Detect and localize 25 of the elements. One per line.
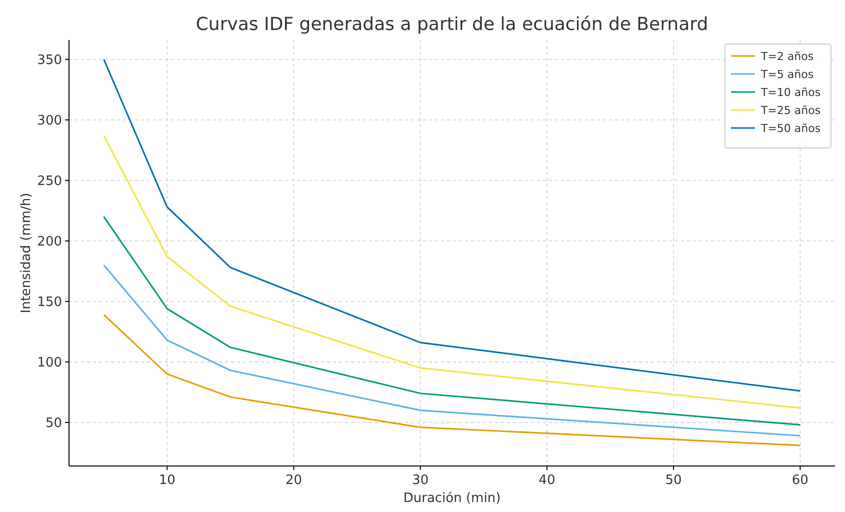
y-tick-label: 300 xyxy=(37,113,62,128)
legend-label: T=25 años xyxy=(760,104,821,117)
y-axis-title: Intensidad (mm/h) xyxy=(19,192,34,314)
legend-label: T=2 años xyxy=(760,50,814,63)
x-tick-label: 30 xyxy=(412,473,429,488)
x-tick-label: 60 xyxy=(792,473,808,488)
chart-title: Curvas IDF generadas a partir de la ecuación de Bernard xyxy=(196,14,708,35)
y-tick-label: 350 xyxy=(37,52,62,68)
y-tick-label: 150 xyxy=(37,294,62,310)
legend-label: T=10 años xyxy=(760,86,821,99)
line-series xyxy=(103,314,801,446)
legend-label: T=5 años xyxy=(760,68,814,81)
x-tick-label: 10 xyxy=(158,473,176,488)
y-tick-label: 100 xyxy=(37,355,62,370)
line-series xyxy=(103,216,801,426)
line-series xyxy=(103,264,801,437)
y-tick-label: 200 xyxy=(37,234,62,250)
y-tick-label: 250 xyxy=(37,174,62,189)
x-tick-label: 40 xyxy=(538,473,556,488)
line-series xyxy=(103,134,801,409)
x-tick-label: 50 xyxy=(665,473,682,488)
y-tick-label: 50 xyxy=(45,416,62,431)
x-axis-title: Duración (min) xyxy=(403,491,501,506)
legend-label: T=50 años xyxy=(760,122,821,135)
x-tick-label: 20 xyxy=(285,473,302,488)
